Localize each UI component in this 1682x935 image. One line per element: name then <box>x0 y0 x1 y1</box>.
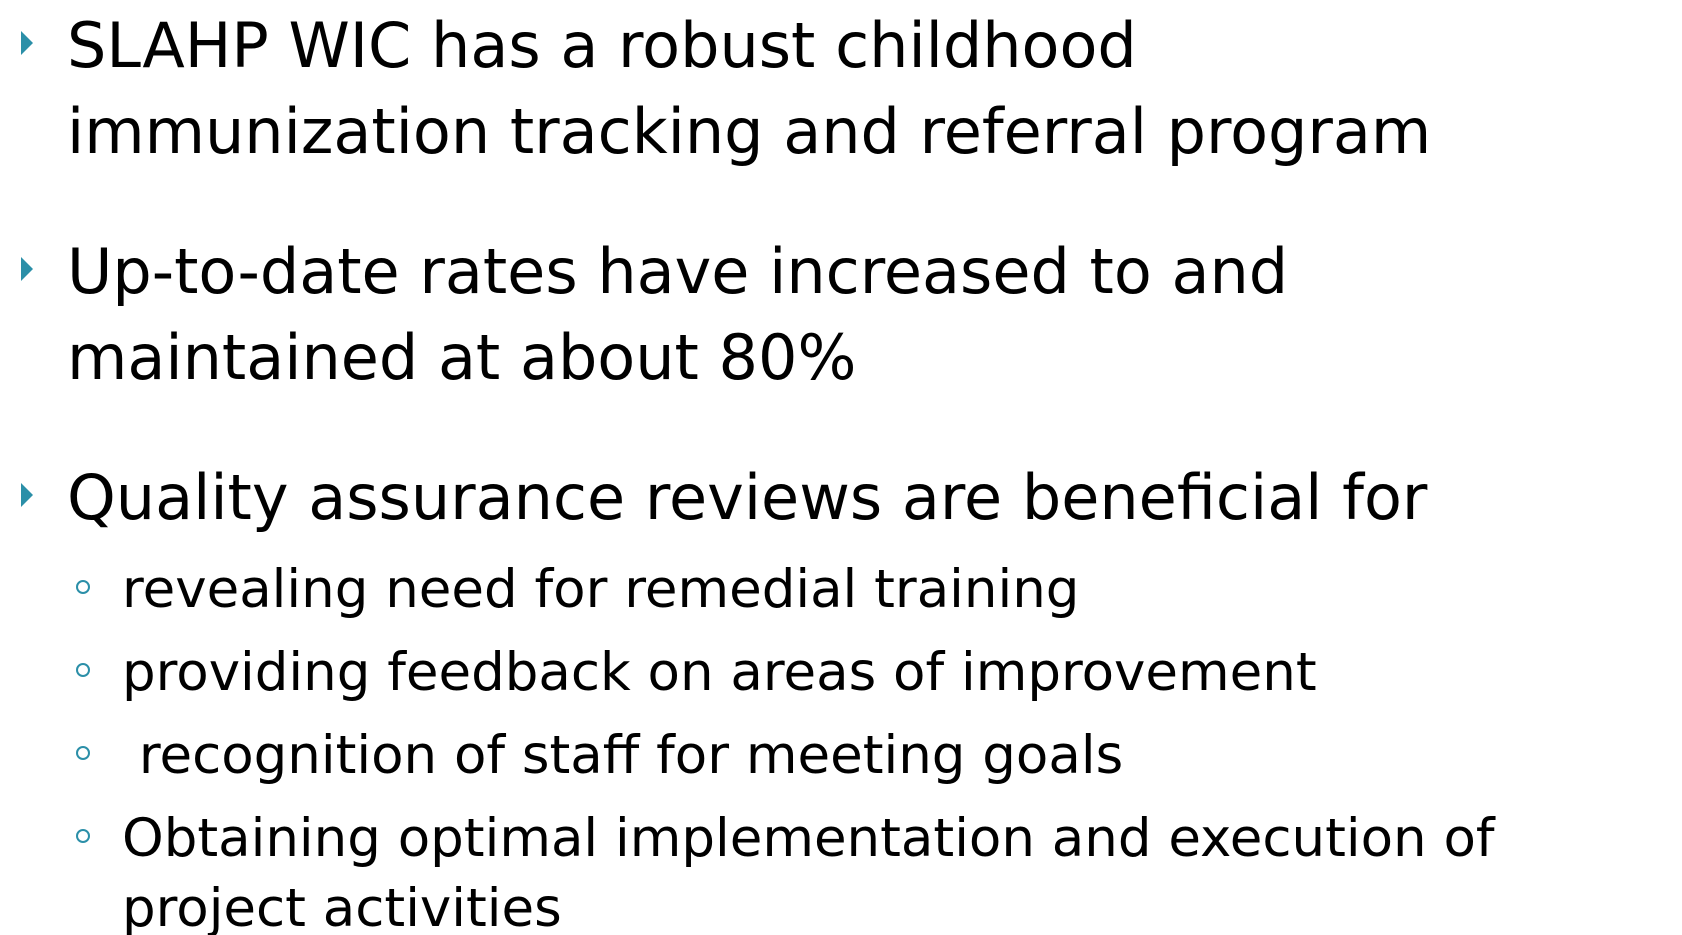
sub-bullet-marker <box>76 580 90 594</box>
bullet-marker <box>21 257 33 281</box>
bullet-text: SLAHP WIC has a robust childhood <box>67 9 1137 82</box>
sub-bullet-text: recognition of staff for meeting goals <box>122 725 1123 786</box>
bullet-text: maintained at about 80% <box>67 321 856 394</box>
bullet-text: Quality assurance reviews are beneficial… <box>67 461 1428 534</box>
bullet-marker <box>21 483 33 507</box>
sub-bullet-text: project activities <box>122 878 562 935</box>
sub-bullet-marker <box>76 746 90 760</box>
sub-bullet-marker <box>76 829 90 843</box>
bullet-text: immunization tracking and referral progr… <box>67 95 1431 168</box>
sub-bullet-text: providing feedback on areas of improveme… <box>122 642 1317 703</box>
sub-bullet-marker <box>76 663 90 677</box>
sub-bullet-text: Obtaining optimal implementation and exe… <box>122 808 1496 869</box>
sub-bullet-text: revealing need for remedial training <box>122 559 1079 620</box>
bullet-marker <box>21 31 33 55</box>
bullet-text: Up-to-date rates have increased to and <box>67 235 1288 308</box>
